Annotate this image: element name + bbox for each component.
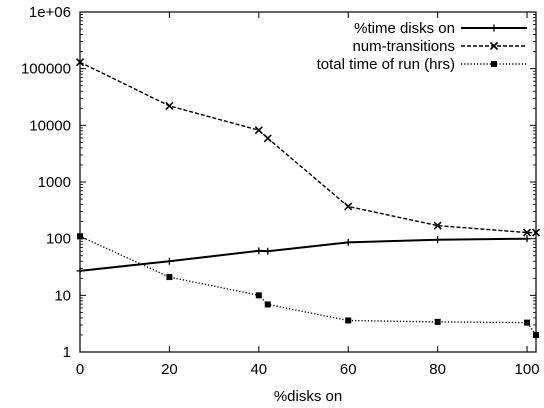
- legend-label: %time disks on: [354, 20, 455, 37]
- x-axis-label: %disks on: [274, 388, 342, 405]
- x-tick-label: 0: [76, 361, 84, 378]
- data-point: [255, 292, 262, 299]
- x-tick-label: 100: [515, 361, 540, 378]
- data-point: [165, 257, 173, 265]
- data-point: [166, 274, 173, 281]
- data-point: [531, 228, 541, 237]
- data-point: [77, 233, 83, 240]
- data-point: [344, 202, 353, 211]
- series-line: [79, 235, 537, 336]
- data-point: [263, 134, 272, 143]
- data-point: [433, 221, 442, 230]
- legend-marker: [489, 41, 499, 51]
- legend-label: total time of run (hrs): [317, 56, 455, 73]
- y-tick-label: 100000: [21, 61, 71, 78]
- data-point: [533, 331, 539, 338]
- data-point: [522, 228, 532, 237]
- y-tick-label: 1000: [38, 174, 71, 191]
- series-1: [76, 235, 531, 275]
- y-tick-label: 100: [46, 231, 71, 248]
- data-point: [344, 238, 352, 246]
- plot-frame: [79, 11, 537, 353]
- legend-marker: [490, 24, 498, 32]
- data-point: [75, 58, 85, 67]
- legend-label: num-transitions: [352, 38, 455, 55]
- y-tick-label: 1: [63, 344, 71, 361]
- x-tick-label: 40: [250, 361, 267, 378]
- data-point: [524, 319, 531, 326]
- x-tick-label: 80: [429, 361, 446, 378]
- y-tick-label: 1e+06: [29, 4, 71, 21]
- series-2: [75, 58, 541, 237]
- ticks-layer: 0 20 40 60 80 100 1 10 100 1000 10000 100000 1e+06: [21, 4, 540, 378]
- series-line: [79, 237, 528, 272]
- data-point: [264, 247, 272, 255]
- data-point: [523, 235, 531, 243]
- x-tick-label: 20: [161, 361, 178, 378]
- data-point: [165, 101, 174, 110]
- data-point: [345, 317, 352, 324]
- series-layer: [75, 58, 541, 338]
- data-point: [76, 267, 84, 275]
- y-tick-label: 10000: [29, 117, 71, 134]
- data-point: [264, 301, 271, 308]
- y-tick-label: 10: [54, 287, 71, 304]
- legend-marker: [491, 61, 497, 67]
- data-point: [254, 126, 263, 135]
- data-point: [255, 247, 263, 255]
- series-line: [79, 61, 536, 234]
- data-point: [434, 318, 441, 325]
- series-3: [77, 233, 539, 338]
- x-tick-label: 60: [340, 361, 357, 378]
- data-point: [434, 236, 442, 244]
